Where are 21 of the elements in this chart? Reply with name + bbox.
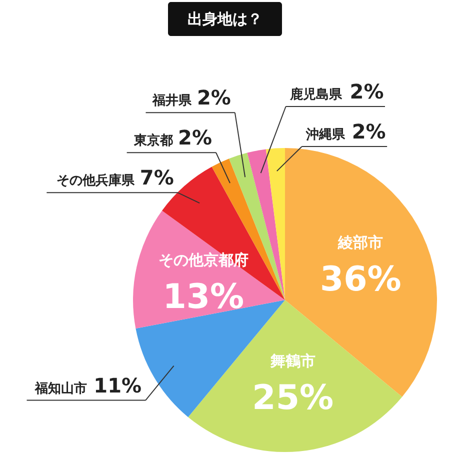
- data-label: 2%: [178, 126, 212, 150]
- slice-label: その他京都府: [158, 250, 248, 269]
- data-label: 36%: [320, 259, 402, 300]
- slice-label: 東京都: [132, 132, 173, 149]
- data-label: 2%: [196, 86, 231, 110]
- pie-slice: [247, 149, 285, 300]
- data-label: 11%: [94, 373, 142, 398]
- pie-slice: [266, 148, 285, 300]
- data-label: 2%: [352, 119, 386, 144]
- slice-label: 福井県: [152, 92, 193, 109]
- slice-label: 福知山市: [34, 380, 87, 396]
- slice-label: 舞鶴市: [269, 352, 316, 370]
- data-label: 2%: [350, 79, 384, 104]
- slice-label: 綾部市: [337, 233, 384, 252]
- data-label: 13%: [162, 276, 244, 317]
- slice-label: 鹿児島県: [288, 86, 343, 102]
- data-label: 7%: [140, 166, 174, 190]
- slice-label: 沖縄県: [304, 127, 346, 142]
- data-label: 25%: [252, 378, 334, 418]
- slice-label: その他兵庫県: [56, 172, 136, 189]
- chart-title: 出身地は？: [188, 10, 262, 28]
